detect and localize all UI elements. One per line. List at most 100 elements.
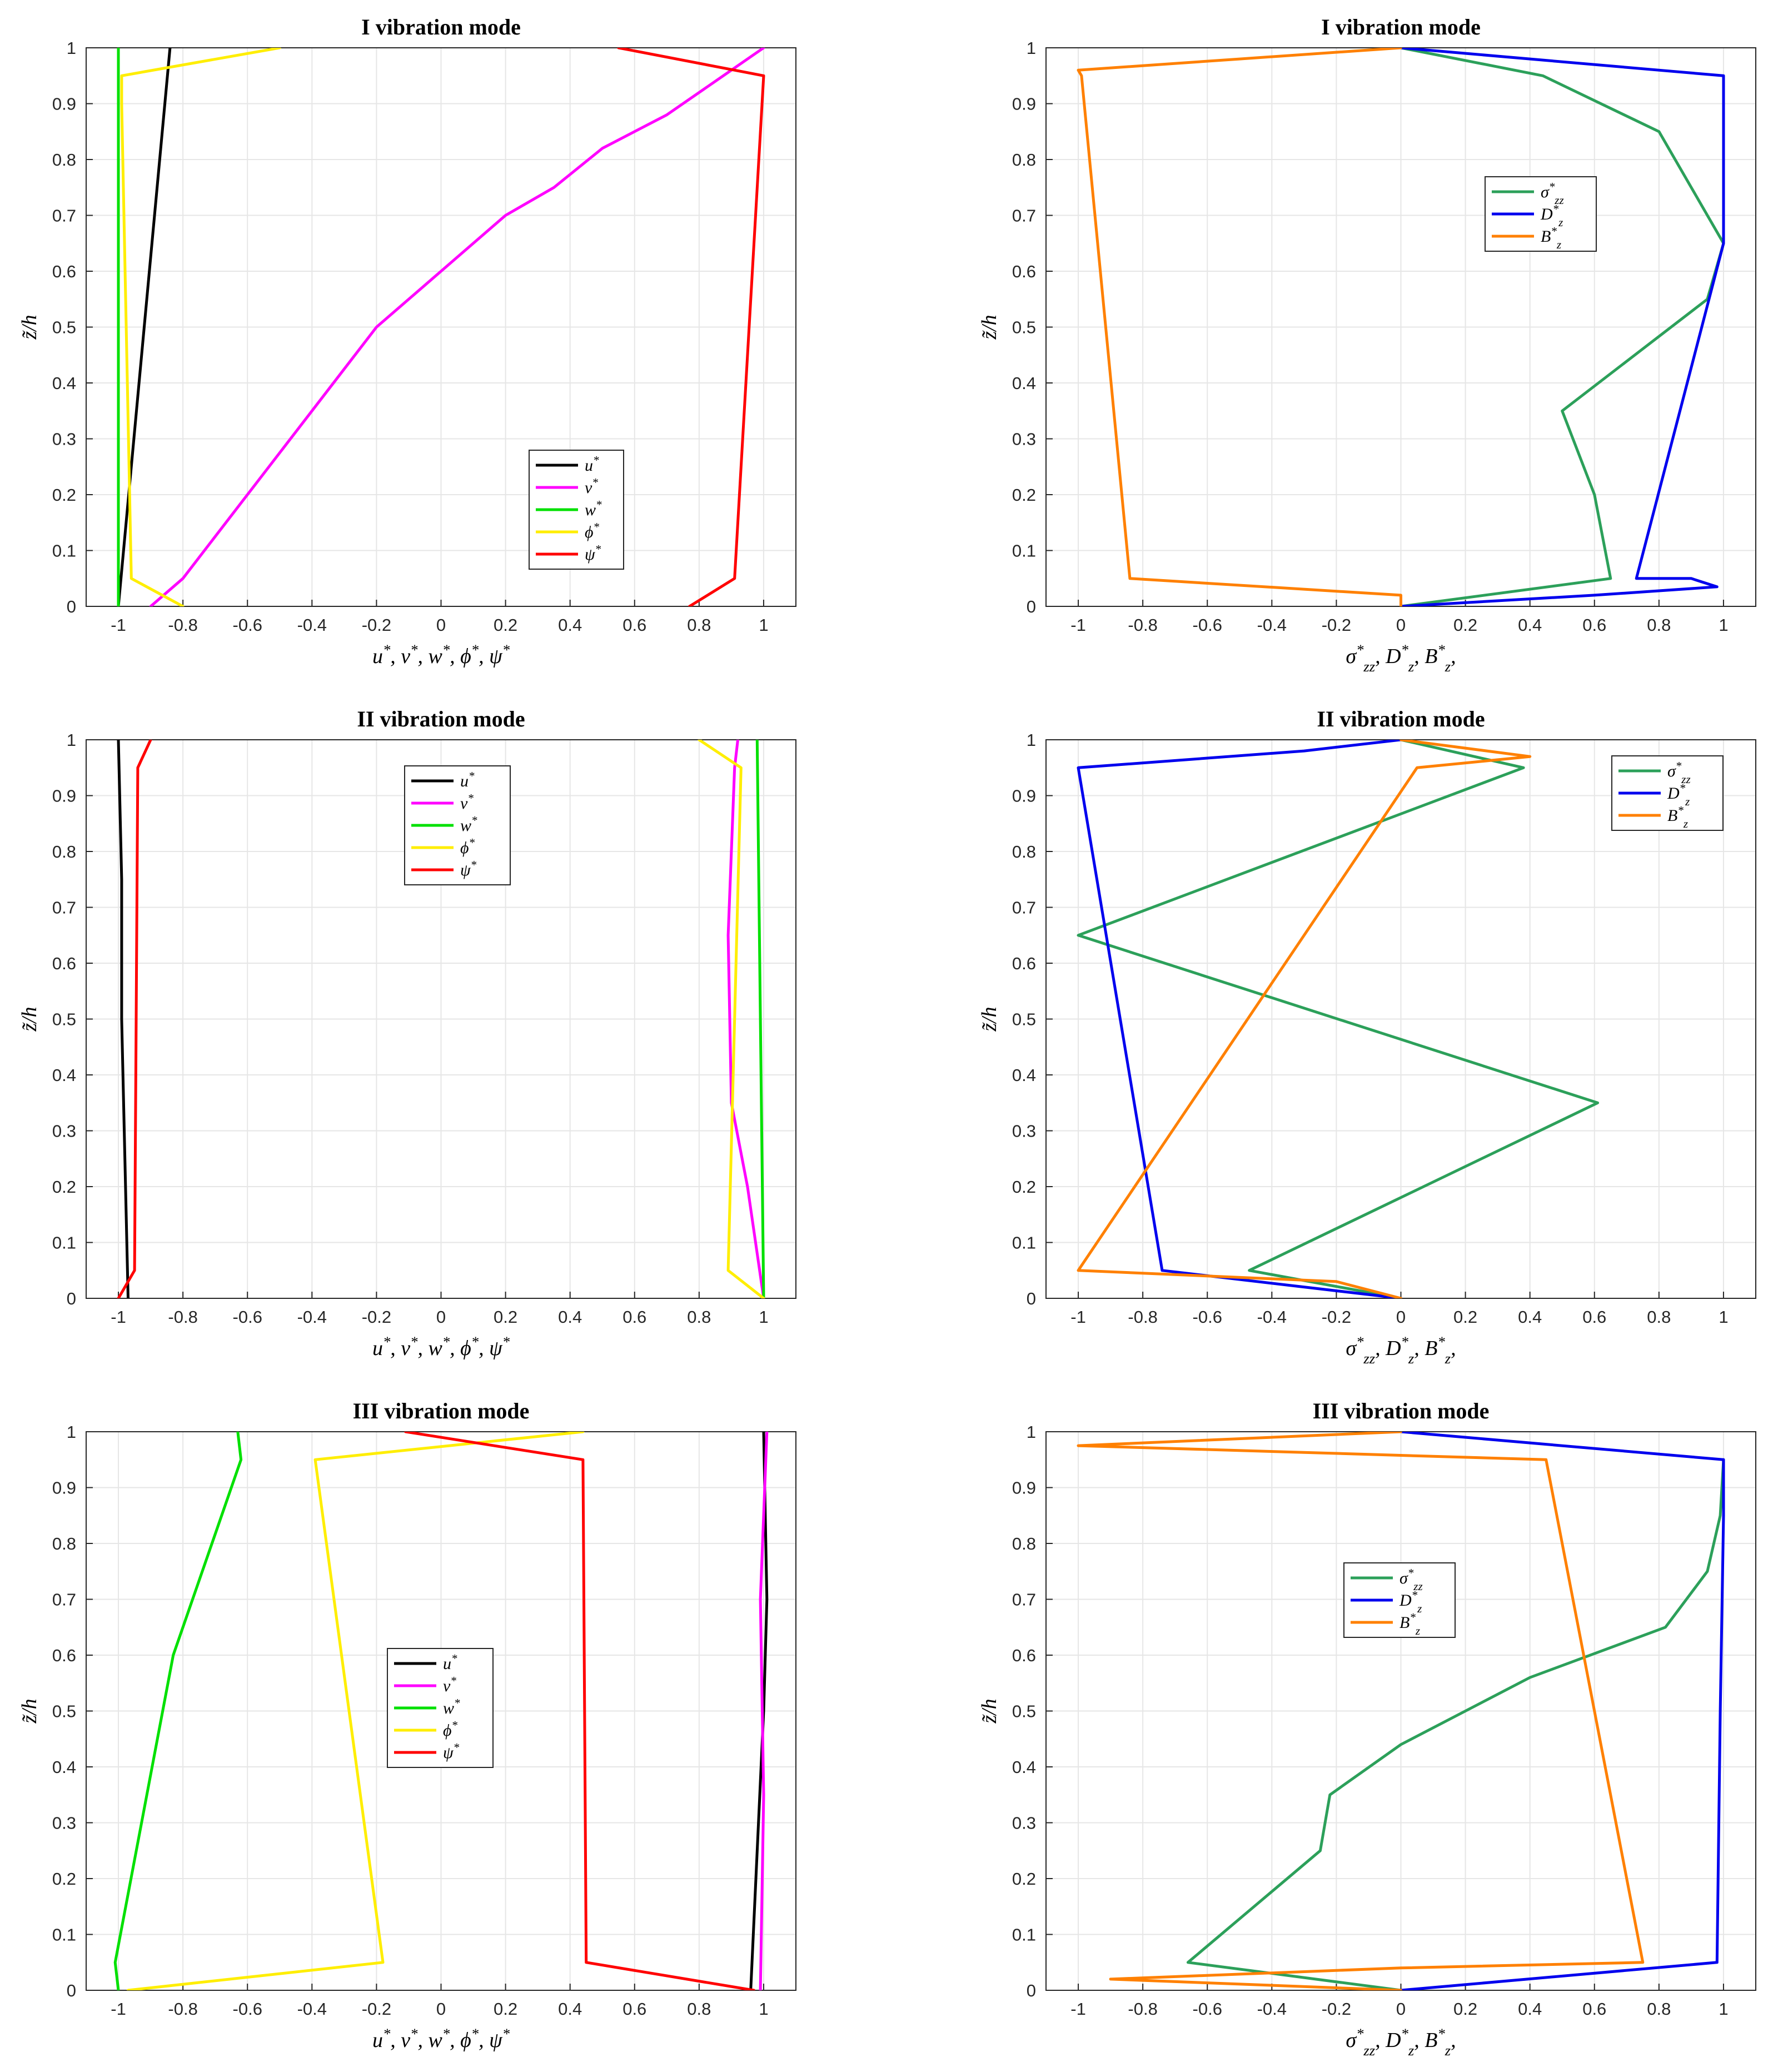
y-tick-label: 0.3: [1012, 1814, 1036, 1833]
y-tick-label: 0.5: [52, 1010, 76, 1029]
legend-label: ϕ*: [585, 520, 600, 541]
x-tick-label: -0.4: [1257, 615, 1287, 635]
x-tick-label: -0.6: [233, 1307, 262, 1327]
y-tick-label: 0.7: [52, 1590, 76, 1610]
series-group: [113, 1432, 769, 1990]
y-tick-label: 0.5: [1012, 1702, 1036, 1721]
x-tick-label: 0.6: [622, 1307, 646, 1327]
x-axis-label: σ*zz, D*z, B*z,: [1346, 1333, 1456, 1367]
chart-title: II vibration mode: [357, 706, 525, 731]
y-tick-label: 0.4: [52, 373, 76, 393]
y-axis-label: z̃/h: [18, 315, 41, 340]
series-line-v: [149, 48, 765, 606]
x-tick-label: 1: [759, 615, 768, 635]
y-tick-label: 0.3: [1012, 430, 1036, 449]
x-tick-label: 0: [436, 1999, 446, 2019]
x-tick-label: -0.8: [168, 615, 197, 635]
y-tick-label: 0.8: [52, 842, 76, 861]
chart-title: II vibration mode: [1317, 706, 1485, 731]
series-line-u: [117, 740, 130, 1298]
legend: σ*zzD*zB*z: [1611, 755, 1724, 831]
chart-panel-1: -1 -0.8 -0.6 -0.4 -0.2 0 0.2 0.4 0.6 0.8 1 0 0.1 0.2 0…: [18, 14, 796, 668]
x-tick-label: -0.2: [362, 1999, 391, 2019]
x-tick-label: 1: [1719, 1307, 1728, 1327]
y-axis-label: z̃/h: [18, 1699, 41, 1724]
x-tick-label: -0.8: [1128, 615, 1157, 635]
x-tick-label: -0.4: [1257, 1307, 1287, 1327]
x-tick-label: -0.8: [1128, 1307, 1157, 1327]
x-axis-label: u*, v*, w*, ϕ*, ψ*: [372, 1333, 510, 1360]
x-tick-label: -0.6: [1193, 615, 1222, 635]
legend-label: w*: [585, 498, 602, 519]
x-tick-label: -1: [111, 1999, 126, 2019]
y-tick-label: 0.2: [52, 485, 76, 505]
legend-label: w*: [443, 1696, 460, 1717]
series-line-: [117, 740, 152, 1298]
series-line-w: [755, 740, 765, 1298]
x-tick-label: 1: [759, 1999, 768, 2019]
chart-title: I vibration mode: [361, 14, 521, 39]
series-line-u: [117, 48, 172, 606]
x-tick-label: 0.6: [1582, 615, 1606, 635]
x-tick-label: 0.8: [1647, 1999, 1671, 2019]
x-tick-label: -0.6: [1193, 1999, 1222, 2019]
y-tick-label: 0.1: [52, 1925, 76, 1945]
y-tick-label: 0.9: [52, 786, 76, 806]
x-tick-label: -0.4: [297, 1307, 327, 1327]
legend-label: u*: [443, 1652, 457, 1673]
x-tick-label: 1: [1719, 1999, 1728, 2019]
series-line-Dz: [1077, 740, 1402, 1298]
y-tick-label: 0.1: [1012, 1233, 1036, 1253]
series-line-zz: [1186, 1458, 1725, 1990]
x-tick-label: -0.6: [1193, 1307, 1222, 1327]
legend-label: D*z: [1399, 1588, 1422, 1615]
y-axis-label: z̃/h: [978, 315, 1001, 340]
y-tick-label: 0.4: [1012, 1757, 1036, 1777]
x-tick-label: -0.8: [168, 1307, 197, 1327]
chart-panel-2: -1 -0.8 -0.6 -0.4 -0.2 0 0.2 0.4 0.6 0.8 1 0 0.1 0.2 0…: [978, 14, 1756, 675]
x-tick-label: 0.6: [622, 615, 646, 635]
chart-panel-4: -1 -0.8 -0.6 -0.4 -0.2 0 0.2 0.4 0.6 0.8 1 0 0.1 0.2 0…: [978, 706, 1756, 1367]
y-tick-label: 0.2: [1012, 485, 1036, 505]
chart-title: III vibration mode: [353, 1398, 530, 1423]
y-tick-label: 0.5: [1012, 318, 1036, 337]
y-tick-label: 1: [1027, 1422, 1036, 1442]
series-group: [1077, 1432, 1725, 1990]
y-tick-label: 0.6: [52, 1646, 76, 1665]
y-tick-label: 0: [67, 597, 76, 616]
y-tick-label: 0.4: [1012, 1065, 1036, 1085]
x-tick-label: -0.6: [233, 1999, 262, 2019]
grid: [1046, 47, 1756, 607]
legend-label: ϕ*: [443, 1719, 458, 1740]
x-tick-label: -0.8: [168, 1999, 197, 2019]
chart-panel-5: -1 -0.8 -0.6 -0.4 -0.2 0 0.2 0.4 0.6 0.8 1 0 0.1 0.2 0…: [18, 1398, 796, 2052]
x-tick-label: 0.8: [687, 1307, 711, 1327]
x-tick-label: 0.4: [1518, 615, 1542, 635]
x-tick-label: -0.6: [233, 615, 262, 635]
y-tick-label: 0.3: [52, 430, 76, 449]
x-tick-label: 0.4: [558, 1999, 582, 2019]
series-group: [117, 740, 765, 1298]
series-line-: [120, 48, 281, 606]
y-tick-label: 0.5: [52, 1702, 76, 1721]
x-axis-label: u*, v*, w*, ϕ*, ψ*: [372, 641, 510, 668]
series-line-: [127, 1432, 585, 1990]
x-tick-label: 0.6: [622, 1999, 646, 2019]
y-tick-label: 0.1: [52, 1233, 76, 1253]
y-tick-label: 0: [1027, 1981, 1036, 2000]
legend-label: v*: [460, 791, 474, 813]
y-tick-label: 1: [1027, 38, 1036, 58]
x-tick-label: 0.4: [1518, 1307, 1542, 1327]
y-tick-label: 0.3: [52, 1122, 76, 1141]
x-tick-label: 0.8: [1647, 615, 1671, 635]
series-line-Bz: [1077, 48, 1402, 606]
legend-label: B*z: [1541, 225, 1561, 251]
x-tick-label: 0.2: [1453, 615, 1477, 635]
x-tick-label: -1: [1070, 1307, 1086, 1327]
y-tick-label: 0.1: [1012, 541, 1036, 561]
x-tick-label: -0.2: [362, 1307, 391, 1327]
y-tick-label: 0.7: [52, 206, 76, 226]
x-tick-label: 0.8: [687, 615, 711, 635]
legend-label: u*: [460, 769, 475, 790]
y-tick-label: 0.9: [1012, 94, 1036, 114]
